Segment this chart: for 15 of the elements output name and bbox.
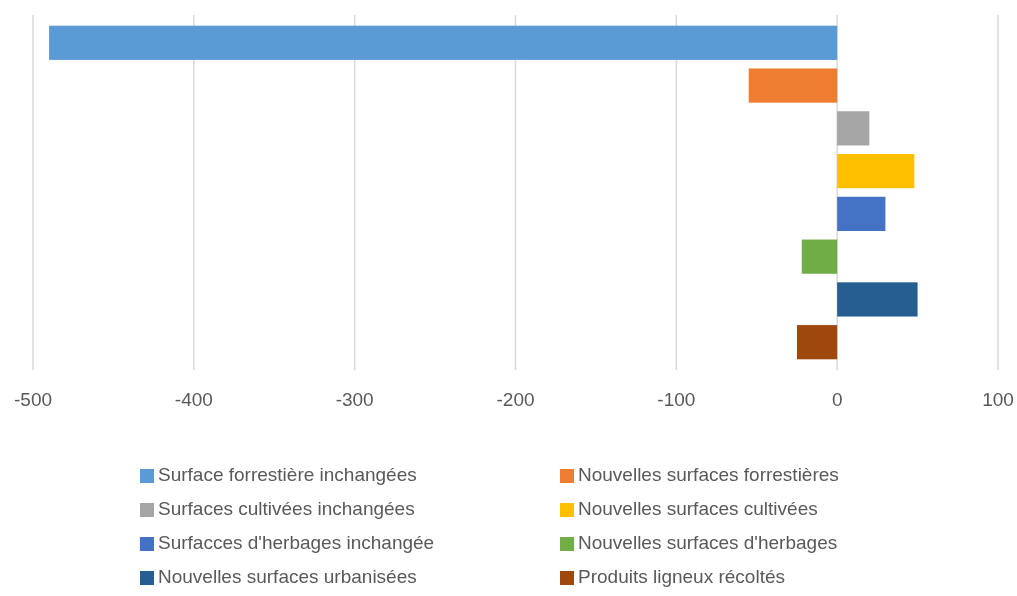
legend-label: Surfacces d'herbages inchangée xyxy=(158,532,435,554)
legend-label: Nouvelles surfaces forrestières xyxy=(578,464,839,486)
legend-label: Nouvelles surfaces cultivées xyxy=(578,498,818,520)
legend-label: Nouvelles surfaces urbanisées xyxy=(158,566,417,588)
x-tick-label: -200 xyxy=(496,389,535,410)
legend-label: Surface forrestière inchangées xyxy=(158,464,417,486)
x-tick-label: -300 xyxy=(335,389,374,410)
legend-label: Nouvelles surfaces d'herbages xyxy=(578,532,838,554)
x-tick-label: 100 xyxy=(982,389,1014,410)
x-tick-label: -100 xyxy=(657,389,696,410)
legend-label: Produits ligneux récoltés xyxy=(578,566,785,588)
x-tick-label: 0 xyxy=(831,389,843,410)
x-tick-label: -500 xyxy=(13,389,53,410)
legend-label: Surfaces cultivées inchangées xyxy=(158,498,415,520)
x-tick-label: -400 xyxy=(174,389,213,410)
